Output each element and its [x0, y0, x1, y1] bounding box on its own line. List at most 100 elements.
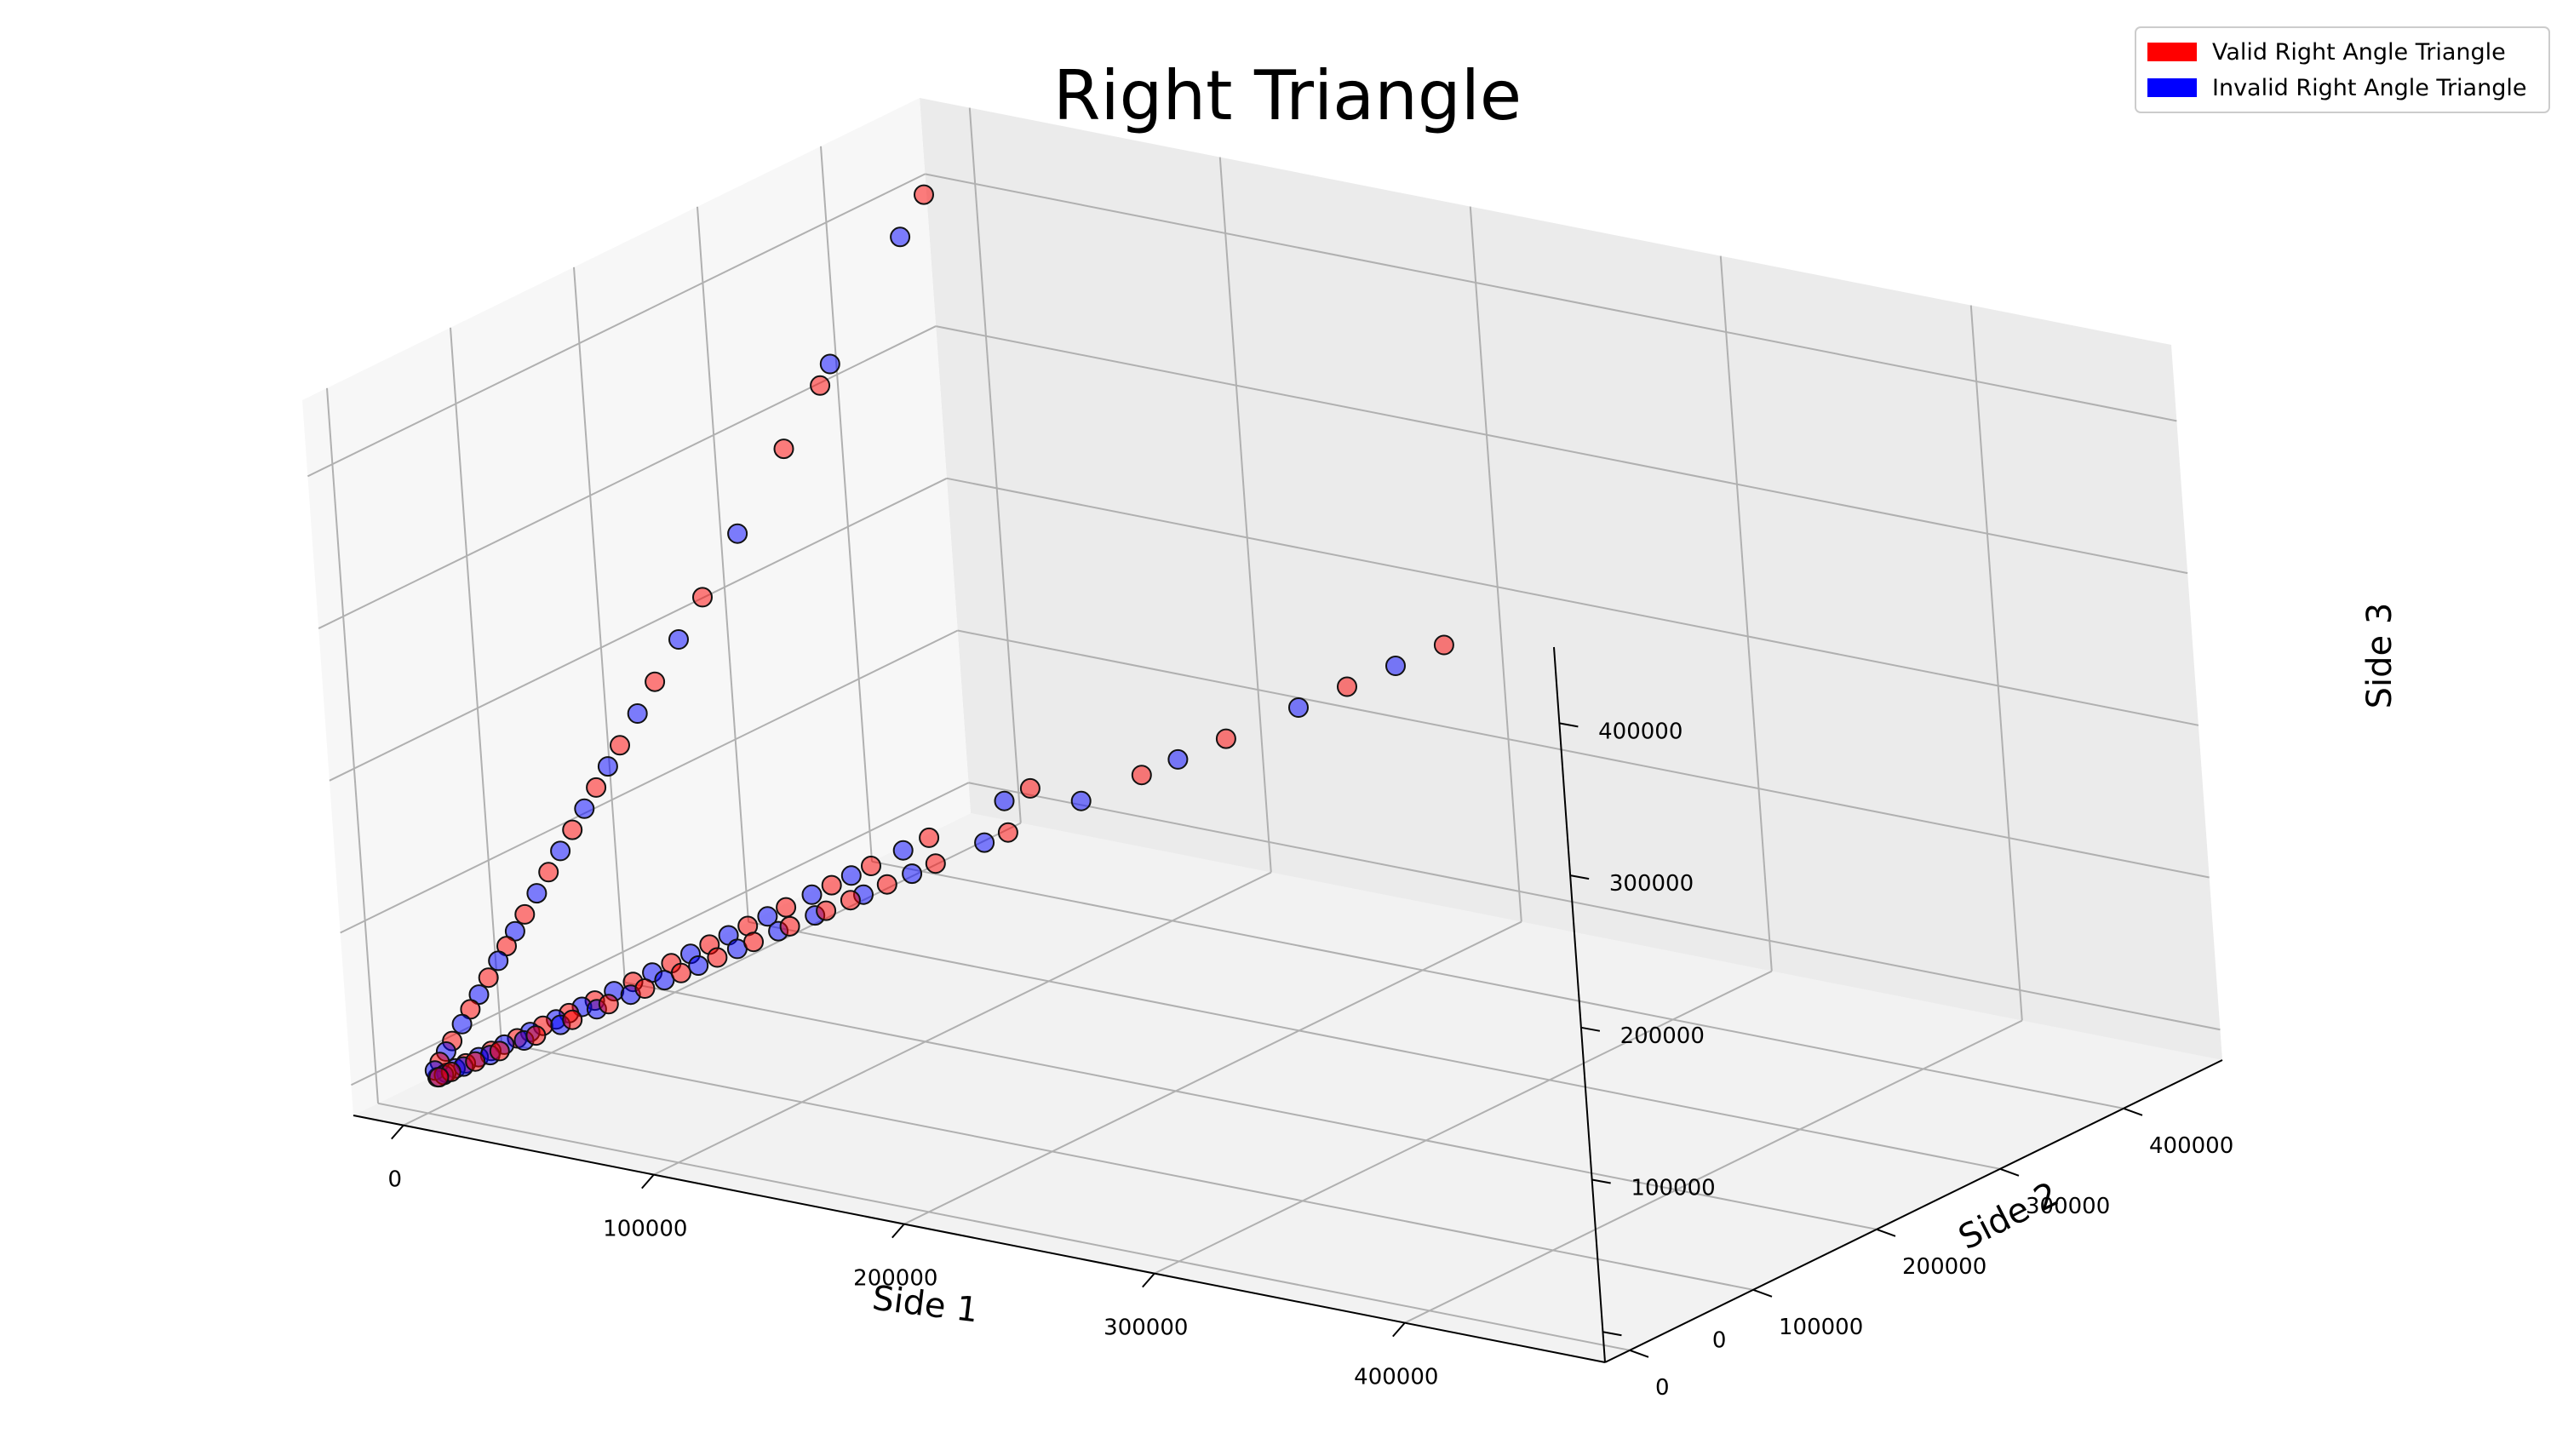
x-axis-label: Side 1	[870, 1279, 980, 1331]
grid-line	[925, 173, 2177, 422]
chart-title: Right Triangle	[1053, 56, 1522, 135]
point-invalid	[668, 629, 689, 650]
point-valid	[914, 184, 934, 205]
grid-line	[968, 782, 2221, 1031]
legend-box	[2135, 26, 2550, 113]
legend-label-invalid: Invalid Right Angle Triangle	[2212, 75, 2526, 101]
point-invalid	[597, 756, 618, 777]
z-tick-label: 100000	[1631, 1176, 1715, 1201]
point-valid	[707, 947, 728, 968]
point-valid	[670, 962, 691, 983]
point-invalid	[526, 883, 547, 904]
point-valid	[816, 900, 837, 921]
point-valid	[919, 827, 940, 848]
point-valid	[598, 994, 619, 1015]
point-invalid	[902, 863, 923, 885]
x-tick-label: 0	[388, 1167, 403, 1193]
grid-line	[377, 1102, 1631, 1351]
z-tick-label: 400000	[1598, 719, 1683, 744]
point-invalid	[1385, 656, 1406, 676]
x-axis-line	[353, 1115, 1606, 1363]
z-tick-label: 300000	[1609, 871, 1694, 897]
point-valid	[876, 874, 897, 895]
x-tick-mark	[641, 1173, 655, 1189]
point-invalid	[727, 523, 748, 544]
point-invalid	[974, 832, 995, 853]
point-invalid	[757, 906, 778, 927]
point-valid	[525, 1025, 547, 1046]
point-valid	[610, 735, 630, 756]
z-tick-mark	[1559, 722, 1579, 728]
z-tick-label: 0	[1712, 1327, 1727, 1353]
point-valid	[1019, 777, 1040, 799]
grid-line	[307, 173, 926, 478]
z-axis-label: Side 3	[2360, 603, 2399, 709]
point-valid	[743, 931, 764, 953]
grid-line	[968, 107, 1022, 823]
grid-line	[1469, 206, 1522, 922]
grid-line	[871, 860, 2124, 1109]
point-invalid	[1288, 697, 1309, 718]
grid-line	[935, 325, 2188, 575]
y-tick-label: 400000	[2149, 1133, 2233, 1159]
point-valid	[645, 671, 666, 692]
point-valid	[562, 819, 583, 840]
point-valid	[776, 897, 797, 918]
y-tick-mark	[1629, 1349, 1649, 1358]
y-tick-mark	[1752, 1288, 1773, 1298]
point-valid	[489, 1040, 510, 1062]
point-valid	[1337, 676, 1357, 697]
point-valid	[1433, 634, 1454, 656]
y-tick-label: 0	[1655, 1375, 1670, 1401]
point-invalid	[574, 798, 595, 819]
point-invalid	[801, 884, 823, 905]
point-valid	[821, 874, 842, 896]
grid-line	[697, 206, 749, 922]
y-axis-line	[1604, 1059, 2223, 1363]
point-invalid	[892, 840, 914, 861]
grid-line	[1719, 255, 1773, 972]
tick-labels: 0 100000 200000 300000 400000 0 100000 200000 30…	[388, 719, 2234, 1400]
grid-line	[1969, 305, 2023, 1021]
grid-line	[820, 146, 873, 862]
pane-back	[920, 98, 2222, 1060]
point-invalid	[550, 840, 571, 862]
point-valid	[562, 1009, 583, 1030]
x-tick-mark	[1142, 1272, 1155, 1288]
point-valid	[1215, 728, 1236, 749]
x-tick-label: 100000	[603, 1217, 687, 1242]
point-valid	[538, 862, 559, 883]
point-valid	[861, 856, 881, 876]
point-valid	[779, 915, 800, 937]
point-invalid	[488, 950, 509, 972]
axis-panes	[302, 98, 2222, 1362]
legend-label-valid: Valid Right Angle Triangle	[2212, 39, 2506, 66]
point-invalid	[688, 955, 709, 976]
grid-line	[573, 267, 626, 983]
grid-line	[450, 327, 502, 1043]
grid-line	[1154, 970, 1773, 1275]
grid-line	[624, 981, 1877, 1230]
grid-line	[903, 920, 1522, 1225]
point-invalid	[1070, 790, 1092, 811]
grid-line	[1218, 157, 1272, 873]
grid-line	[501, 1041, 1754, 1291]
grid-line	[340, 629, 959, 934]
x-tick-label: 400000	[1354, 1365, 1438, 1390]
point-valid	[692, 587, 713, 608]
z-tick-mark	[1569, 874, 1590, 880]
point-invalid	[994, 790, 1015, 811]
legend-swatch-valid	[2147, 43, 2197, 61]
pane-floor	[353, 813, 2222, 1362]
y-tick-label: 200000	[1902, 1254, 1986, 1280]
z-axis-line	[1553, 646, 1606, 1363]
point-valid	[478, 967, 499, 989]
y-tick-mark	[1999, 1167, 2020, 1177]
point-invalid	[627, 703, 648, 724]
x-tick-label: 300000	[1104, 1316, 1188, 1341]
data-points	[424, 184, 1454, 1088]
grid-line	[329, 477, 948, 782]
point-valid	[514, 903, 536, 925]
point-valid	[997, 822, 1018, 843]
